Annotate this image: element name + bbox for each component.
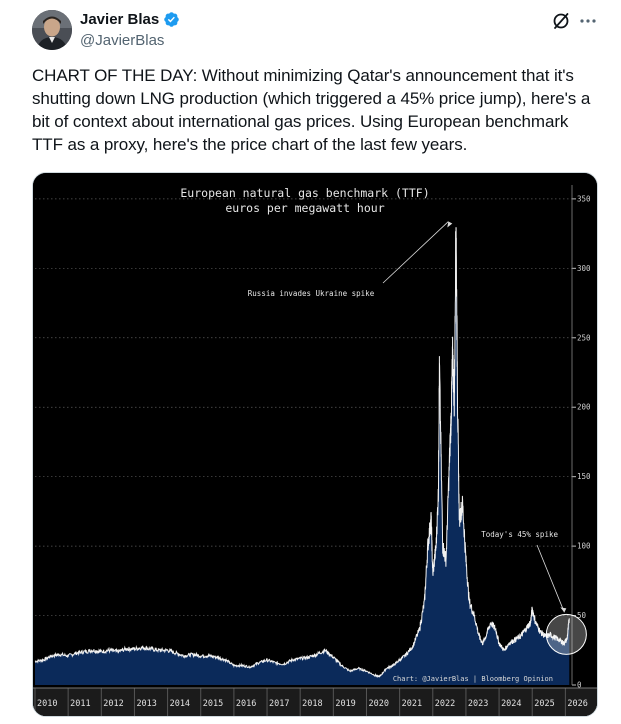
x-tick-label: 2012 [103, 699, 123, 709]
x-tick-label: 2021 [402, 699, 422, 709]
y-tick-label: 0 [577, 681, 582, 690]
chart-subtitle: euros per megawatt hour [225, 201, 384, 215]
more-horizontal-icon[interactable] [578, 11, 598, 31]
x-tick-label: 2014 [170, 699, 190, 709]
author-handle[interactable]: @JavierBlas [80, 32, 165, 49]
avatar[interactable] [32, 10, 72, 50]
price-line [34, 227, 570, 679]
avatar-photo-icon [32, 10, 72, 50]
x-tick-label: 2017 [269, 699, 289, 709]
x-tick-label: 2018 [302, 699, 322, 709]
x-tick-label: 2023 [468, 699, 488, 709]
y-tick-label: 150 [577, 472, 591, 481]
y-tick-label: 250 [577, 333, 591, 342]
price-area [35, 227, 570, 685]
chart-background [33, 173, 597, 716]
chart-grid [35, 198, 572, 616]
y-axis: 0 50 100 150 200 250 300 350 [571, 185, 591, 690]
annotation-today-arrow [536, 544, 565, 613]
chart-title: European natural gas benchmark (TTF) [180, 186, 429, 200]
x-tick-label: 2022 [435, 699, 455, 709]
tweet-text: CHART OF THE DAY: Without minimizing Qat… [32, 66, 591, 154]
x-tick-label: 2026 [567, 699, 587, 709]
y-tick-label: 100 [577, 542, 591, 551]
annotation-today-highlight [545, 613, 587, 655]
annotation-today-arrowhead [560, 607, 567, 613]
x-axis-band [33, 688, 597, 716]
x-tick-label: 2025 [534, 699, 554, 709]
chart-annotations: Russia invades Ukraine spike Today's 45% … [248, 221, 587, 655]
x-tick-label: 2010 [37, 699, 57, 709]
grok-slash-icon[interactable] [551, 11, 571, 31]
x-tick-label: 2015 [203, 699, 223, 709]
annotation-today: Today's 45% spike [481, 530, 558, 539]
verified-badge-icon [164, 12, 179, 27]
x-tick-label: 2024 [501, 699, 521, 709]
x-tick-label: 2016 [236, 699, 256, 709]
y-tick-label: 350 [577, 194, 591, 203]
author-name-text[interactable]: Javier Blas [80, 11, 160, 28]
y-tick-label: 50 [577, 611, 587, 620]
y-tick-label: 300 [577, 264, 591, 273]
chart-image[interactable]: 0 50 100 150 200 250 300 350 2010 2011 2012 2013 20… [32, 172, 598, 717]
x-axis: 2010 2011 2012 2013 2014 2015 2016 2017 2018 2019… [33, 687, 597, 716]
chart-credit: Chart: @JavierBlas | Bloomberg Opinion [393, 675, 553, 683]
annotation-ukraine: Russia invades Ukraine spike [248, 289, 375, 298]
annotation-ukraine-arrowhead [447, 221, 453, 228]
x-tick-label: 2019 [335, 699, 355, 709]
x-tick-label: 2013 [136, 699, 156, 709]
x-tick-label: 2011 [70, 699, 90, 709]
annotation-ukraine-arrow [382, 221, 449, 284]
x-tick-label: 2020 [368, 699, 388, 709]
author-name[interactable]: Javier Blas [80, 11, 180, 28]
y-tick-label: 200 [577, 403, 591, 412]
